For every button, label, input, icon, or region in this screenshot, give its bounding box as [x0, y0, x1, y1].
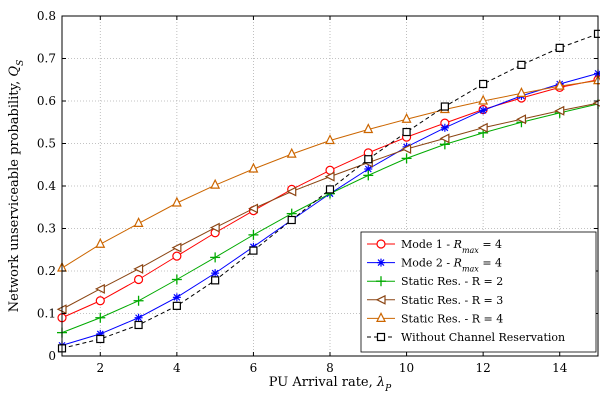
x-axis-label: PU Arrival rate, λP: [269, 375, 392, 394]
x-tick-label: 8: [326, 361, 334, 375]
data-point: [96, 334, 105, 344]
x-tick-label: 6: [250, 361, 258, 375]
data-point: [171, 274, 182, 285]
data-point: [249, 246, 258, 255]
ticks: 2 4 6 8 10 12 14 0 0.1 0.2 0.3 0.4 0.5 0.6 0.7 0.8: [37, 9, 598, 375]
data-point: [172, 293, 181, 302]
y-axis-label: Network unserviceable probability, QS: [7, 60, 26, 313]
data-point: [477, 122, 488, 133]
data-point: [478, 94, 489, 105]
data-point: [325, 185, 335, 194]
data-point: [171, 196, 182, 207]
data-point: [209, 222, 220, 233]
data-point: [554, 105, 565, 116]
y-tick-label: 0.3: [37, 222, 56, 236]
data-point: [401, 153, 412, 164]
legend-entry: Mode 1 - Rmax = 4: [367, 238, 502, 255]
y-tick-label: 0.7: [37, 52, 56, 66]
data-point: [593, 29, 600, 38]
x-tick-label: 12: [476, 361, 491, 375]
data-point: [364, 155, 373, 164]
data-point: [95, 237, 106, 248]
y-tick-label: 0.6: [37, 94, 56, 108]
legend-marker: [376, 239, 386, 249]
y-tick-label: 0.4: [37, 179, 56, 193]
y-tick-label: 0.8: [37, 9, 56, 23]
data-point: [517, 60, 526, 69]
data-point: [248, 162, 259, 173]
y-tick-label: 0.5: [37, 137, 56, 151]
data-point: [134, 313, 143, 322]
data-point: [325, 134, 335, 145]
data-point: [516, 114, 527, 125]
data-point: [248, 203, 259, 214]
legend-entry: Mode 2 - Rmax = 4: [367, 257, 502, 274]
data-point: [133, 263, 144, 274]
legend-marker: [376, 276, 386, 287]
data-point: [286, 147, 297, 158]
legend-label: Static Res. - R = 4: [401, 312, 503, 325]
legend-label: Static Res. - R = 3: [401, 294, 503, 307]
legend-label: Without Channel Reservation: [401, 331, 565, 344]
legend-marker: [376, 332, 386, 342]
data-point: [172, 251, 182, 261]
data-point: [555, 43, 564, 52]
data-point: [211, 276, 220, 285]
legend-label: Mode 2 - Rmax = 4: [401, 257, 502, 274]
data-point: [211, 269, 220, 278]
data-point: [516, 87, 527, 97]
legend-entry: Static Res. - R = 4: [367, 312, 503, 325]
y-tick-label: 0: [48, 349, 56, 363]
data-point: [133, 217, 144, 227]
data-point: [363, 170, 374, 181]
legend-entry: Static Res. - R = 3: [367, 294, 503, 307]
data-point: [171, 242, 182, 253]
legend-label: Static Res. - R = 2: [401, 275, 503, 288]
data-point: [440, 123, 449, 132]
data-point: [95, 296, 105, 306]
data-point: [94, 283, 105, 294]
data-point: [479, 79, 488, 89]
data-point: [324, 171, 335, 182]
data-point: [286, 186, 297, 197]
x-tick-label: 2: [96, 361, 104, 375]
x-tick-label: 14: [552, 361, 568, 375]
data-point: [440, 102, 449, 111]
data-point: [133, 295, 144, 306]
legend-marker: [375, 294, 386, 305]
data-point: [401, 144, 412, 154]
series-4: [56, 99, 600, 315]
x-tick-label: 10: [399, 361, 414, 375]
data-point: [363, 123, 374, 134]
data-point: [172, 301, 181, 310]
legend-entry: Without Channel Reservation: [367, 331, 565, 344]
y-tick-label: 0.2: [37, 264, 56, 278]
legend-label: Mode 1 - Rmax = 4: [401, 238, 502, 255]
data-point: [210, 252, 221, 263]
data-point: [479, 106, 488, 115]
data-point: [210, 178, 221, 189]
data-point: [134, 320, 143, 330]
x-tick-label: 4: [173, 361, 181, 375]
data-point: [248, 229, 259, 240]
legend-marker: [376, 312, 386, 322]
data-point: [133, 274, 144, 285]
data-point: [287, 215, 296, 225]
series-6: [57, 29, 600, 353]
data-point: [554, 79, 565, 90]
series-layer: [56, 29, 600, 353]
data-point: [439, 133, 450, 144]
data-point: [401, 112, 412, 123]
series-5: [57, 74, 600, 272]
legend-entry: Static Res. - R = 2: [367, 275, 503, 288]
legend-box: [360, 231, 597, 353]
legend-marker: [377, 258, 385, 267]
data-point: [95, 312, 106, 323]
y-tick-label: 0.1: [37, 307, 56, 321]
data-point: [402, 127, 411, 137]
